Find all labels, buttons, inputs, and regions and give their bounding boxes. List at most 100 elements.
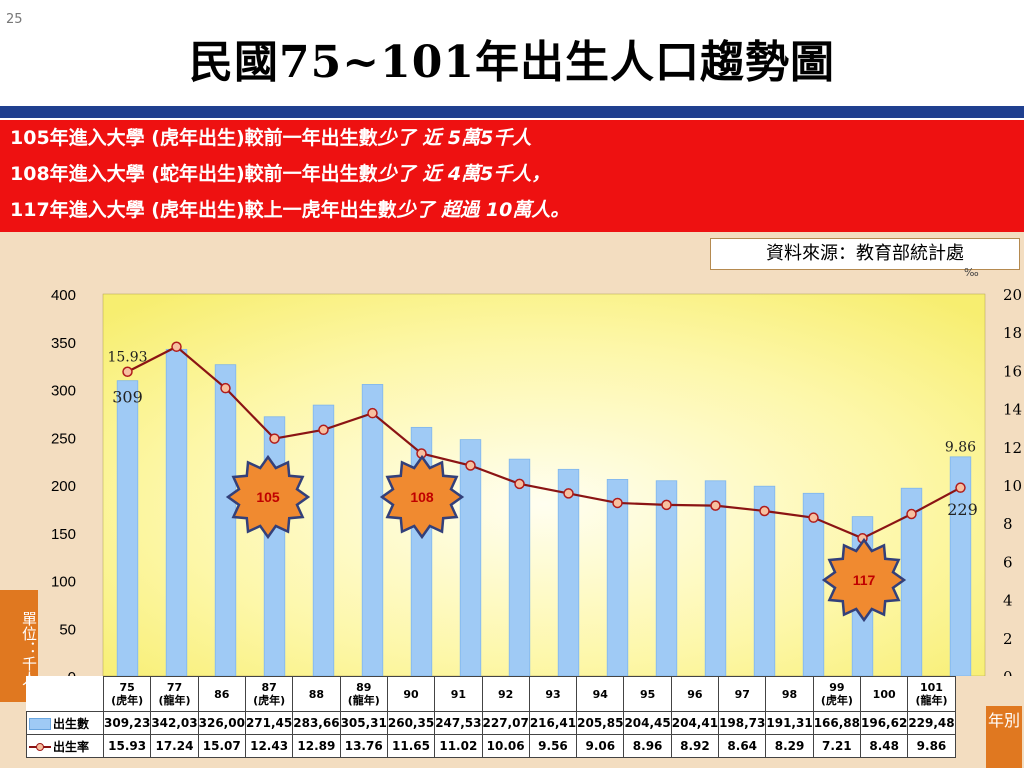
table-cell: 7.21 — [812, 734, 862, 758]
y2-tick-label: 10 — [1003, 477, 1022, 495]
y2-tick-label: 2 — [1003, 630, 1013, 648]
rate-point-5 — [367, 407, 378, 419]
table-category-cell: 89 (龍年) — [339, 676, 388, 712]
table-header-row: 75 (虎年) 77 (龍年) 86 87 (虎年) 88 89 (龍年) 90 91 92 93 94 95… — [26, 676, 956, 712]
table-cell: 9.06 — [576, 734, 625, 758]
table-category-cell: 94 — [576, 676, 625, 712]
banner-line-3: 117年進入大學 (虎年出生)較上一虎年出生數少了 超過 10萬人。 — [10, 198, 569, 222]
y-tick-label: 350 — [51, 335, 76, 352]
table-cell: 271,45 — [244, 711, 294, 735]
table-category-cell: 77 (龍年) — [150, 676, 199, 712]
bar-11 — [655, 480, 678, 676]
y2-unit: ‰ — [964, 266, 979, 279]
table-category-cell: 91 — [434, 676, 483, 712]
table-cell: 204,41 — [670, 711, 720, 735]
bar-5 — [361, 384, 384, 676]
table-cell: 326,00 — [197, 711, 246, 735]
bar-8 — [508, 458, 531, 676]
bar-10 — [606, 479, 629, 676]
table-category-cell: 86 — [197, 676, 246, 712]
y2-tick-label: 12 — [1003, 439, 1022, 457]
y-tick-label: 100 — [51, 574, 76, 591]
table-cell: 309,23 — [102, 711, 152, 735]
y-tick-label: 0 — [68, 669, 76, 676]
bar-1 — [165, 348, 188, 676]
table-cell: 305,31 — [339, 711, 388, 735]
page-title: 民國75~101年出生人口趨勢圖 — [189, 37, 835, 88]
y2-tick-label: 16 — [1003, 362, 1022, 380]
callout-star-117 — [821, 537, 907, 623]
table-cell: 191,31 — [765, 711, 814, 735]
bar-9 — [557, 468, 580, 676]
bar-12 — [704, 480, 727, 676]
table-corner — [26, 676, 104, 712]
banner-line-1-lead: 105年進入大學 (虎年出生)較前一年出生數 — [10, 127, 378, 149]
birth-rate-line — [126, 345, 962, 540]
banner-line-1-highlight: 少了 近 5萬5千人 — [377, 127, 532, 149]
table-row-birthrate: 出生率 15.93 17.24 15.07 12.43 12.89 13.76 11.65 1… — [26, 734, 956, 758]
callout-label-105: 105 — [256, 489, 280, 505]
title-divider — [0, 106, 1024, 118]
callout-label-117: 117 — [853, 572, 876, 588]
legend-birthrate-label: 出生率 — [53, 739, 90, 754]
table-cell: 227,07 — [481, 711, 530, 735]
legend-births-label: 出生數 — [53, 716, 90, 731]
table-cell: 229,48 — [907, 711, 956, 735]
table-cell: 13.76 — [339, 734, 388, 758]
table-category-cell: 88 — [292, 676, 341, 712]
table-cell: 260,35 — [386, 711, 436, 735]
bar-7 — [459, 439, 482, 676]
table-cell: 8.29 — [765, 734, 814, 758]
data-source: 資料來源：教育部統計處 — [710, 238, 1020, 270]
table-cell: 216,41 — [528, 711, 578, 735]
legend-birthrate: 出生率 — [26, 734, 104, 758]
banner-line-1: 105年進入大學 (虎年出生)較前一年出生數少了 近 5萬5千人 — [10, 126, 531, 150]
data-label-3: 9.86 — [945, 440, 976, 456]
legend-bar-swatch — [29, 718, 51, 730]
table-category-cell: 75 (虎年) — [102, 676, 152, 712]
rate-point-3 — [269, 433, 280, 444]
y2-tick-label: 6 — [1003, 553, 1013, 571]
table-cell: 8.64 — [718, 734, 767, 758]
table-cell: 10.06 — [481, 734, 530, 758]
table-cell: 15.07 — [197, 734, 246, 758]
table-cell: 8.96 — [623, 734, 672, 758]
table-category-cell: 100 — [859, 676, 909, 712]
rate-point-10 — [612, 497, 623, 509]
table-cell: 204,45 — [623, 711, 672, 735]
table-cell: 11.65 — [386, 734, 436, 758]
rate-point-17 — [955, 482, 966, 493]
highlight-banner: 105年進入大學 (虎年出生)較前一年出生數少了 近 5萬5千人 108年進入大… — [0, 120, 1024, 232]
year-label: 年別 — [986, 706, 1022, 768]
rate-point-7 — [465, 460, 476, 471]
bar-13 — [753, 485, 776, 676]
table-category-cell: 101 (龍年) — [907, 676, 956, 712]
rate-point-11 — [661, 499, 672, 511]
table-cell: 11.02 — [434, 734, 483, 758]
banner-line-3-lead: 117年進入大學 (虎年出生)較上一虎年出生數 — [10, 199, 397, 221]
slide-number: 25 — [6, 12, 23, 27]
y2-tick-label: 8 — [1003, 515, 1013, 533]
bar-17 — [949, 456, 972, 676]
bar-3 — [263, 416, 286, 676]
table-cell: 8.92 — [670, 734, 720, 758]
table-cell: 247,53 — [434, 711, 483, 735]
rate-point-0 — [122, 366, 133, 377]
birth-trend-chart: 0 50 100 150 200 250 300 350 400 0 2 4 6 8 10 12 14 16 18… — [51, 286, 1022, 676]
table-cell: 9.86 — [907, 734, 956, 758]
table-cell: 166,88 — [812, 711, 862, 735]
bar-4 — [312, 404, 335, 676]
data-table: 75 (虎年) 77 (龍年) 86 87 (虎年) 88 89 (龍年) 90 91 92 93 94 95… — [26, 676, 956, 758]
callout-star-105 — [225, 454, 311, 540]
y2-tick-label: 4 — [1003, 592, 1013, 610]
table-category-cell: 90 — [386, 676, 436, 712]
table-cell: 12.43 — [244, 734, 294, 758]
bar-2 — [214, 364, 237, 676]
bar-14 — [802, 492, 825, 676]
table-cell: 283,66 — [292, 711, 341, 735]
table-category-cell: 97 — [718, 676, 767, 712]
table-category-cell: 87 (虎年) — [244, 676, 294, 712]
banner-line-2-lead: 108年進入大學 (蛇年出生)較前一年出生數 — [10, 163, 378, 185]
banner-line-3-highlight: 少了 超過 10萬人。 — [396, 199, 570, 221]
rate-point-14 — [808, 512, 819, 523]
